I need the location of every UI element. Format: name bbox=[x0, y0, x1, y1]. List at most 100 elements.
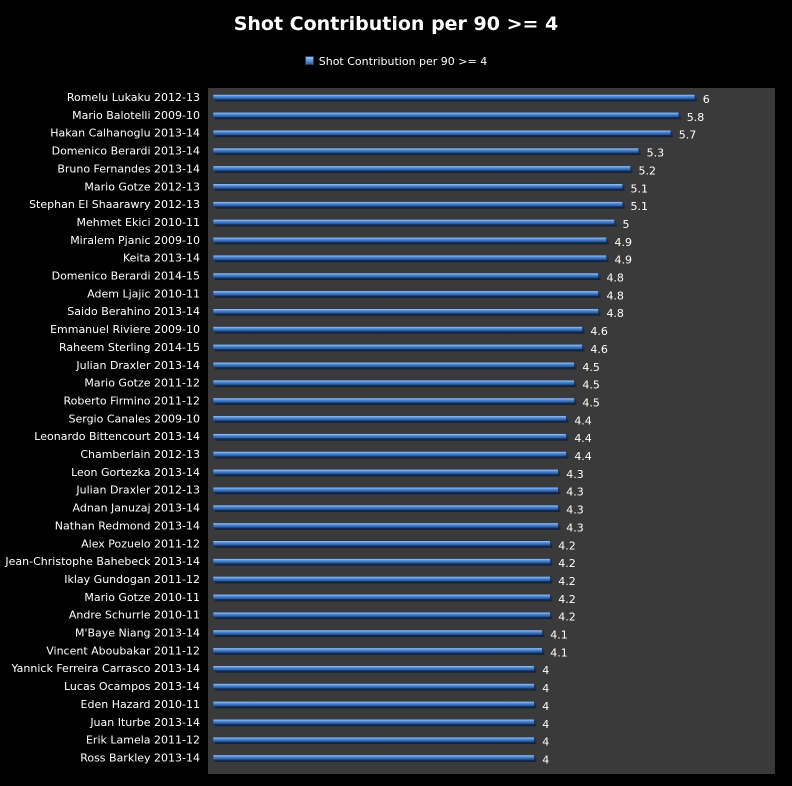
bar bbox=[212, 611, 551, 618]
bar bbox=[212, 362, 575, 368]
bar bbox=[212, 540, 551, 546]
value-label: 4.6 bbox=[590, 343, 608, 356]
bar bbox=[212, 433, 567, 439]
category-label: Mario Gotze 2011-12 bbox=[84, 377, 200, 390]
value-label: 4.9 bbox=[614, 254, 632, 267]
category-label: Julian Draxler 2013-14 bbox=[75, 359, 200, 372]
category-label: M'Baye Niang 2013-14 bbox=[75, 627, 200, 640]
category-label: Mario Balotelli 2009-10 bbox=[72, 109, 200, 122]
value-label: 4.2 bbox=[558, 575, 576, 588]
bar bbox=[212, 254, 607, 261]
value-label: 4.3 bbox=[566, 521, 584, 534]
category-label: Julian Draxler 2012-13 bbox=[75, 484, 200, 497]
category-label: Adem Ljajic 2010-11 bbox=[87, 287, 200, 300]
category-label: Leon Gortezka 2013-14 bbox=[71, 466, 200, 479]
value-label: 5.3 bbox=[647, 147, 665, 160]
value-label: 4.5 bbox=[582, 396, 600, 409]
bar bbox=[212, 754, 535, 761]
category-label: Emmanuel Riviere 2009-10 bbox=[50, 323, 200, 336]
bar bbox=[212, 326, 583, 332]
bar bbox=[212, 183, 623, 189]
bar bbox=[212, 219, 615, 225]
bar bbox=[212, 683, 535, 689]
category-label: Jean-Christophe Bahebeck 2013-14 bbox=[4, 555, 200, 568]
bar bbox=[212, 486, 559, 493]
value-label: 4.8 bbox=[606, 272, 624, 285]
bar bbox=[212, 594, 551, 600]
bar bbox=[212, 290, 599, 297]
category-label: Romelu Lukaku 2012-13 bbox=[67, 91, 200, 104]
category-label: Bruno Fernandes 2013-14 bbox=[57, 162, 200, 175]
bar bbox=[212, 504, 559, 511]
category-label: Roberto Firmino 2011-12 bbox=[63, 394, 200, 407]
bar bbox=[212, 201, 623, 207]
category-label: Lucas Ocampos 2013-14 bbox=[64, 680, 200, 693]
category-label: Alex Pozuelo 2011-12 bbox=[81, 537, 200, 550]
bar bbox=[212, 308, 599, 314]
value-label: 5.1 bbox=[631, 200, 649, 213]
bar bbox=[212, 237, 607, 243]
value-label: 4 bbox=[542, 753, 549, 766]
value-label: 4.4 bbox=[574, 450, 592, 463]
category-label: Mehmet Ekici 2010-11 bbox=[77, 216, 200, 229]
category-label: Domenico Berardi 2014-15 bbox=[52, 270, 200, 283]
value-label: 4.2 bbox=[558, 611, 576, 624]
value-label: 4.8 bbox=[606, 307, 624, 320]
value-label: 4 bbox=[542, 700, 549, 713]
value-label: 4 bbox=[542, 736, 549, 749]
bar bbox=[212, 522, 559, 529]
value-label: 6 bbox=[703, 93, 710, 106]
bar bbox=[212, 129, 671, 136]
legend-label: Shot Contribution per 90 >= 4 bbox=[318, 55, 488, 68]
value-label: 4.5 bbox=[582, 379, 600, 392]
legend: Shot Contribution per 90 >= 4 bbox=[0, 55, 792, 68]
category-label: Mario Gotze 2010-11 bbox=[84, 591, 200, 604]
category-label: Iklay Gundogan 2011-12 bbox=[64, 573, 200, 586]
bar bbox=[212, 112, 679, 118]
value-label: 4.2 bbox=[558, 557, 576, 570]
value-label: 4.4 bbox=[574, 414, 592, 427]
bar bbox=[212, 558, 551, 564]
value-label: 5.7 bbox=[679, 129, 697, 142]
value-label: 4.6 bbox=[590, 325, 608, 338]
value-label: 4.3 bbox=[566, 504, 584, 517]
value-label: 4.3 bbox=[566, 468, 584, 481]
legend-swatch bbox=[304, 56, 314, 65]
value-label: 4 bbox=[542, 718, 549, 731]
category-label: Eden Hazard 2010-11 bbox=[81, 698, 200, 711]
bar bbox=[212, 736, 535, 743]
value-label: 5.2 bbox=[639, 164, 657, 177]
category-label: Andre Schurrle 2010-11 bbox=[69, 609, 200, 622]
category-label: Stephan El Shaarawry 2012-13 bbox=[29, 198, 200, 211]
category-label: Yannick Ferreira Carrasco 2013-14 bbox=[10, 662, 200, 675]
category-label: Sergio Canales 2009-10 bbox=[69, 412, 201, 425]
category-label: Adnan Januzaj 2013-14 bbox=[73, 502, 200, 515]
value-label: 4.8 bbox=[606, 289, 624, 302]
bar bbox=[212, 94, 696, 100]
category-label: Leonardo Bittencourt 2013-14 bbox=[34, 430, 200, 443]
value-label: 4 bbox=[542, 682, 549, 695]
value-label: 4.5 bbox=[582, 361, 600, 374]
category-label: Domenico Berardi 2013-14 bbox=[52, 145, 200, 158]
category-label: Juan Iturbe 2013-14 bbox=[89, 716, 200, 729]
category-label: Vincent Aboubakar 2011-12 bbox=[46, 644, 200, 657]
category-label: Keita 2013-14 bbox=[123, 252, 200, 265]
bar bbox=[212, 629, 543, 636]
bar bbox=[212, 647, 543, 654]
value-label: 4.3 bbox=[566, 486, 584, 499]
category-label: Chamberlain 2012-13 bbox=[80, 448, 200, 461]
value-label: 5 bbox=[623, 218, 630, 231]
bar bbox=[212, 469, 559, 475]
bar bbox=[212, 379, 575, 386]
category-label: Nathan Redmond 2013-14 bbox=[55, 519, 200, 532]
value-label: 5.1 bbox=[631, 182, 649, 195]
value-label: 4.9 bbox=[614, 236, 632, 249]
bar bbox=[212, 415, 567, 422]
value-label: 4 bbox=[542, 664, 549, 677]
chart-title: Shot Contribution per 90 >= 4 bbox=[233, 13, 559, 35]
value-label: 4.1 bbox=[550, 629, 568, 642]
category-label: Ross Barkley 2013-14 bbox=[80, 751, 200, 764]
bar bbox=[212, 665, 535, 671]
category-label: Erik Lamela 2011-12 bbox=[86, 734, 200, 747]
